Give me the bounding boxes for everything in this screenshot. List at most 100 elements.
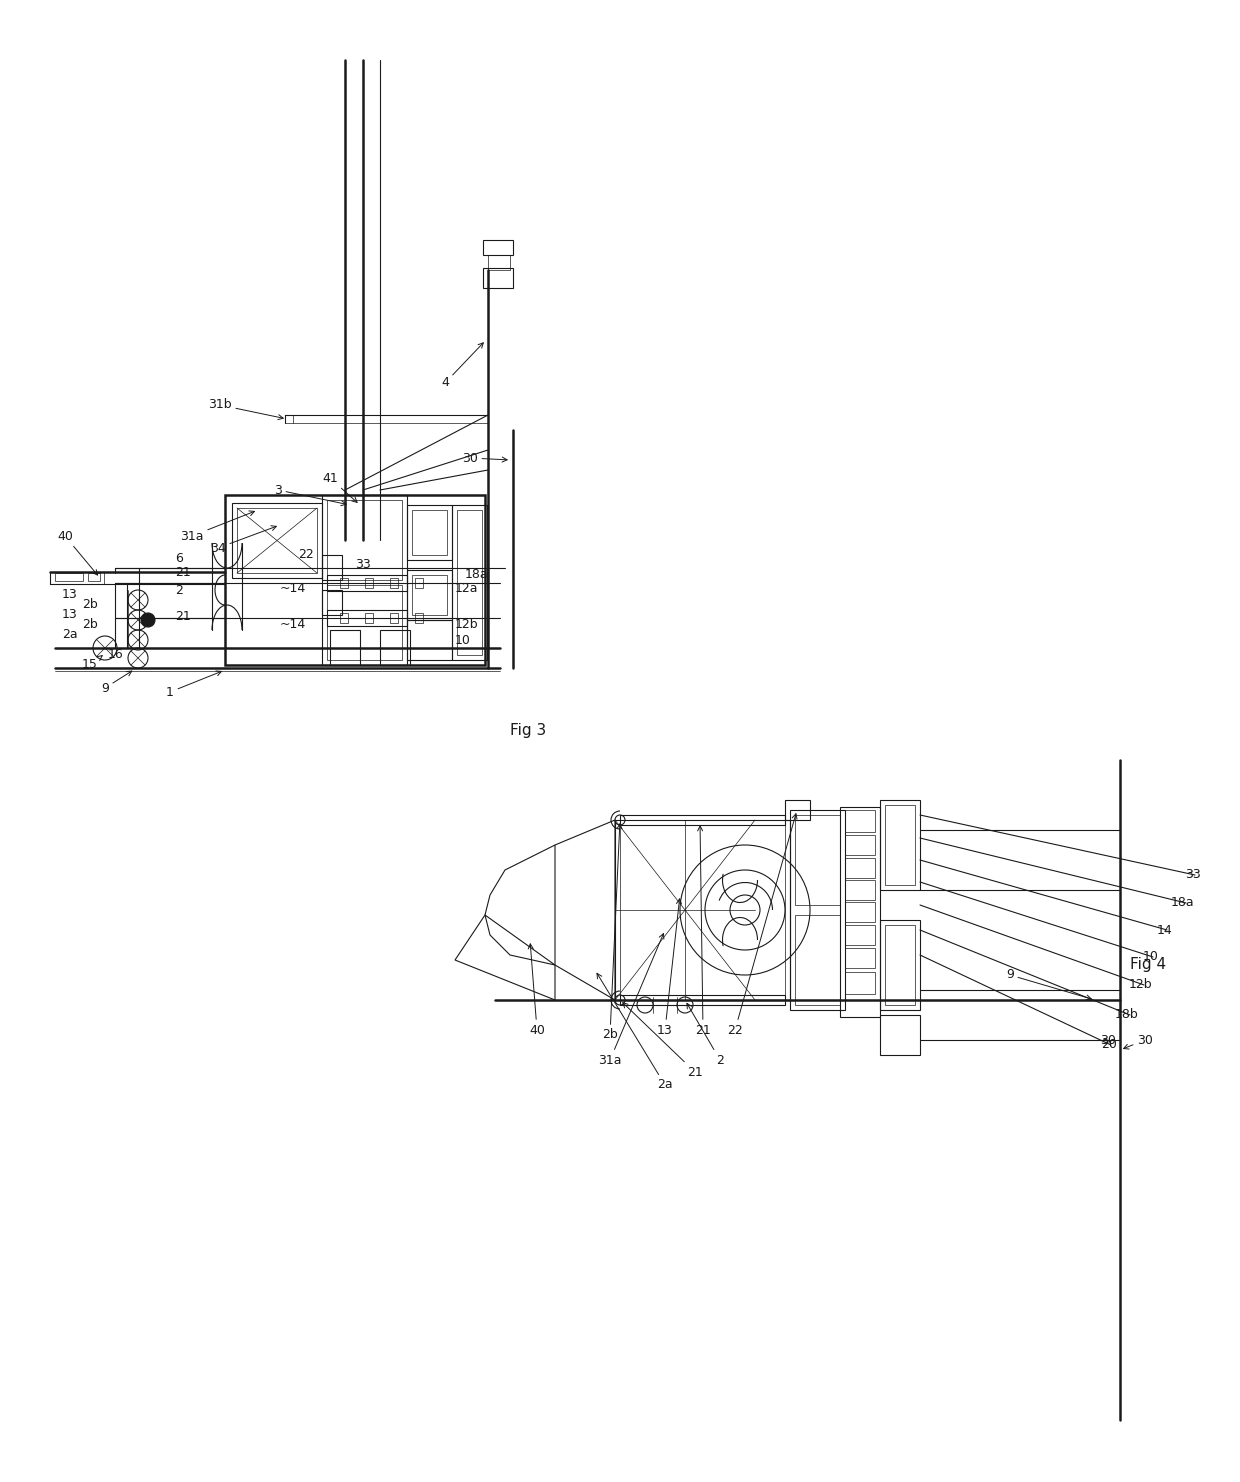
Bar — [391, 614, 398, 622]
Bar — [790, 811, 844, 1011]
Bar — [327, 575, 407, 591]
Bar — [620, 994, 785, 1005]
Bar — [844, 972, 875, 994]
Text: 41: 41 — [322, 471, 357, 502]
Text: 9: 9 — [102, 671, 131, 695]
Bar — [795, 815, 839, 906]
Bar — [224, 495, 485, 665]
Text: 30: 30 — [463, 452, 507, 464]
Bar — [844, 880, 875, 900]
Bar — [489, 255, 510, 270]
Bar — [415, 578, 423, 588]
Bar — [340, 614, 348, 622]
Text: 33: 33 — [355, 559, 371, 572]
Text: 31a: 31a — [180, 511, 254, 542]
Bar — [55, 574, 83, 581]
Text: 9: 9 — [1006, 969, 1091, 1000]
Bar — [415, 614, 423, 622]
Bar — [839, 808, 880, 1017]
Bar — [327, 611, 407, 625]
Bar — [615, 820, 790, 1000]
Bar — [885, 925, 915, 1005]
Text: 34: 34 — [210, 526, 277, 554]
Text: 21: 21 — [175, 566, 191, 578]
Text: 13: 13 — [657, 900, 682, 1036]
Text: 18a: 18a — [465, 568, 489, 581]
Bar — [379, 630, 410, 665]
Text: 21: 21 — [622, 1003, 703, 1079]
Bar — [484, 240, 513, 255]
Bar — [365, 614, 373, 622]
Bar — [322, 554, 342, 579]
Text: 2b: 2b — [603, 824, 622, 1042]
Text: 10: 10 — [1143, 950, 1159, 963]
Bar — [412, 510, 446, 554]
Text: 14: 14 — [1157, 923, 1173, 937]
Bar — [785, 800, 810, 820]
Bar — [322, 495, 407, 665]
Text: 22: 22 — [727, 814, 797, 1036]
Bar — [407, 571, 453, 619]
Text: 2b: 2b — [82, 597, 98, 611]
Text: 20: 20 — [1101, 1039, 1117, 1052]
Text: 10: 10 — [455, 633, 471, 646]
Bar — [844, 858, 875, 877]
Bar — [484, 268, 513, 288]
Text: 2: 2 — [687, 1003, 724, 1067]
Text: 22: 22 — [298, 548, 314, 562]
Bar — [880, 920, 920, 1011]
Bar — [327, 585, 402, 659]
Bar — [407, 619, 453, 659]
Bar — [880, 800, 920, 891]
Bar — [844, 948, 875, 968]
Bar — [844, 834, 875, 855]
Text: 18b: 18b — [1115, 1008, 1138, 1021]
Bar — [453, 505, 487, 659]
Text: ~14: ~14 — [280, 618, 306, 630]
Bar — [620, 815, 785, 825]
Bar — [885, 805, 915, 885]
Text: 15: 15 — [82, 655, 102, 671]
Bar — [844, 811, 875, 831]
Bar — [844, 903, 875, 922]
Text: 2b: 2b — [82, 618, 98, 630]
Text: 2: 2 — [175, 584, 182, 596]
Bar — [327, 499, 402, 579]
Bar — [88, 574, 100, 581]
Text: 31b: 31b — [208, 399, 283, 419]
Text: 2a: 2a — [596, 974, 673, 1092]
Text: 30: 30 — [1100, 1033, 1116, 1046]
Text: 12b: 12b — [1128, 978, 1153, 991]
Bar — [322, 590, 342, 615]
Bar — [232, 502, 322, 578]
Text: Fig 4: Fig 4 — [1130, 957, 1166, 972]
Text: 13: 13 — [62, 608, 78, 621]
Bar — [237, 508, 317, 574]
Bar — [795, 914, 839, 1005]
Text: 12a: 12a — [455, 582, 479, 596]
Bar — [620, 825, 785, 994]
Text: ~14: ~14 — [280, 582, 306, 596]
Text: 13: 13 — [62, 587, 78, 600]
Text: 4: 4 — [441, 342, 484, 390]
Text: 21: 21 — [175, 609, 191, 622]
Bar — [844, 925, 875, 946]
Text: 3: 3 — [274, 483, 346, 505]
Text: 40: 40 — [57, 529, 98, 575]
Bar — [391, 578, 398, 588]
Text: 12b: 12b — [455, 618, 479, 630]
Circle shape — [141, 614, 155, 627]
Bar — [880, 1015, 920, 1055]
Text: 2a: 2a — [62, 627, 78, 640]
Text: 21: 21 — [696, 825, 711, 1036]
Text: 18a: 18a — [1171, 897, 1194, 910]
Bar — [407, 505, 453, 560]
Text: Fig 3: Fig 3 — [510, 723, 547, 738]
Bar — [412, 575, 446, 615]
Text: 33: 33 — [1185, 868, 1200, 882]
Bar — [458, 510, 482, 655]
Text: 1: 1 — [166, 671, 222, 698]
Text: 30: 30 — [1123, 1033, 1153, 1049]
Bar — [330, 630, 360, 665]
Bar — [365, 578, 373, 588]
